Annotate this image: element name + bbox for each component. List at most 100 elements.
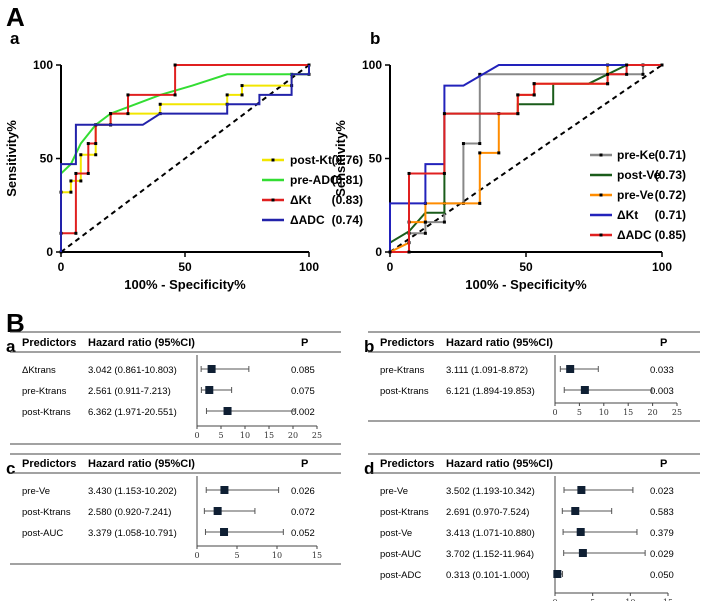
roc_b-series-point <box>407 250 411 254</box>
forest_a-x-tick-label: 20 <box>288 431 298 440</box>
roc_a-panel-label: a <box>10 29 20 48</box>
roc_b-legend-name: ΔKt <box>617 208 638 222</box>
forest_a-row-name: pre-Ktrans <box>22 386 67 397</box>
roc_a-series-point <box>74 171 78 175</box>
forest_c-header-predictors: Predictors <box>22 458 76 470</box>
roc_b-series-point <box>461 142 465 146</box>
roc_a-reference-line <box>60 64 310 253</box>
forest_a-row-p: 0.002 <box>291 407 315 418</box>
roc_b-legend-name: ΔADC <box>617 228 652 242</box>
forest_d-row-hr: 3.502 (1.193-10.342) <box>446 486 535 497</box>
forest_c-row-name: post-AUC <box>22 528 63 539</box>
forest_a-row-name: post-Ktrans <box>22 407 71 418</box>
forest_c-row-p: 0.072 <box>291 507 315 518</box>
roc_b-series-point <box>606 72 610 76</box>
forest_c-row-estimate <box>213 507 222 515</box>
forest_b-row-name: post-Ktrans <box>380 386 429 397</box>
forest_a-row-estimate <box>207 365 216 373</box>
forest_d-row-estimate <box>553 570 562 578</box>
roc_a-y-tick-label: 100 <box>33 58 53 72</box>
roc_a-y-tick-label: 0 <box>46 245 53 259</box>
roc_a-legend-auc: (0.83) <box>332 193 363 207</box>
forest_d-row-hr: 3.702 (1.152-11.964) <box>446 549 534 560</box>
roc_a-series-point <box>79 179 83 183</box>
roc_b-x-tick-label: 50 <box>519 260 533 274</box>
roc_b-series-point <box>532 93 536 97</box>
forest_c-x-tick-label: 0 <box>194 551 199 560</box>
forest_b-header-p: P <box>660 337 667 349</box>
forest_d-row-name: post-AUC <box>380 549 421 560</box>
roc_b-series-point <box>442 171 446 175</box>
forest_c-row-estimate <box>220 486 229 494</box>
roc_b-series-point <box>625 63 629 67</box>
forest_b-x-tick-label: 20 <box>648 408 658 417</box>
forest_a-row-hr: 2.561 (0.911-7.213) <box>88 386 171 397</box>
forest_a-row-hr: 3.042 (0.861-10.803) <box>88 365 177 376</box>
roc_b-legend-marker <box>599 193 603 197</box>
roc_b-x-axis-label: 100% - Specificity% <box>465 277 587 292</box>
roc_a-series-point <box>69 179 73 183</box>
forest_d-row-name: pre-Ve <box>380 486 408 497</box>
roc_a-legend-name: pre-ADC <box>290 173 339 187</box>
roc_a-chart: a 0 50 100 0 50 100 100% - Specificity% Sensitiv… <box>4 29 363 292</box>
roc_a-series-point <box>126 112 130 116</box>
forest_d-x-tick-label: 10 <box>625 598 635 601</box>
roc_b-series-point <box>423 220 427 224</box>
roc_a-series-point <box>86 171 90 175</box>
roc_b-y-tick-label: 50 <box>369 152 383 166</box>
forest_a-row-hr: 6.362 (1.971-20.551) <box>88 407 177 418</box>
forest_a-row-p: 0.085 <box>291 365 315 376</box>
forest_a-header-hazard: Hazard ratio (95%CI) <box>88 337 195 349</box>
forest_b-x-tick-label: 5 <box>577 408 582 417</box>
forest_c-row-name: post-Ktrans <box>22 507 71 518</box>
forest_b-row-p: 0.033 <box>650 365 674 376</box>
roc_a-series-line <box>60 65 310 252</box>
roc_a-legend-name: ΔADC <box>290 213 325 227</box>
forest_a-x-tick-label: 0 <box>194 431 199 440</box>
roc_b-series-point <box>625 72 629 76</box>
forest_c-row-hr: 3.430 (1.153-10.202) <box>88 486 177 497</box>
forest_d-row-estimate <box>578 549 587 557</box>
roc_a-legend-auc: (0.76) <box>332 153 363 167</box>
roc_b-series-point <box>497 151 501 155</box>
roc_b-legend-name: post-Ve <box>617 168 661 182</box>
forest_c-row-p: 0.026 <box>291 486 315 497</box>
forest_a-row-p: 0.075 <box>291 386 315 397</box>
roc_a-legend-marker <box>271 158 275 162</box>
roc_b-series-point <box>478 142 482 146</box>
roc_b-y-tick-label: 100 <box>362 58 382 72</box>
roc_b-series-point <box>606 82 610 86</box>
roc_b-legend-auc: (0.71) <box>655 148 686 162</box>
forest_a-row-estimate <box>223 407 232 415</box>
roc_a-series-point <box>173 93 177 97</box>
roc_b-legend-marker <box>599 153 603 157</box>
roc_a-series-point <box>109 112 113 116</box>
forest_b-row-name: pre-Ktrans <box>380 365 425 376</box>
forest_d-row-p: 0.029 <box>650 549 674 560</box>
forest_b-chart: b Predictors Hazard ratio (95%CI) P 0 5 10 15 20… <box>364 331 700 422</box>
forest_d-x-tick-label: 0 <box>552 598 557 601</box>
forest_d-row-p: 0.379 <box>650 528 674 539</box>
roc_b-legend-name: pre-Ke <box>617 148 655 162</box>
roc_a-series-point <box>94 142 98 146</box>
forest_a-row-name: ΔKtrans <box>22 365 56 376</box>
roc_b-legend-auc: (0.73) <box>655 168 686 182</box>
forest_b-panel-label: b <box>364 337 374 356</box>
forest_c-header-p: P <box>301 458 308 470</box>
forest_c-chart: c Predictors Hazard ratio (95%CI) P 0 5 10 15 pr… <box>6 453 341 565</box>
roc_b-series-point <box>442 220 446 224</box>
forest_b-row-hr: 3.111 (1.091-8.872) <box>446 365 528 376</box>
forest_c-x-tick-label: 5 <box>234 551 239 560</box>
roc_b-legend-auc: (0.72) <box>655 188 686 202</box>
forest_d-row-name: post-ADC <box>380 570 421 581</box>
roc_a-y-axis-label: Sensitivity% <box>4 120 19 197</box>
forest_b-x-tick-label: 10 <box>599 408 609 417</box>
roc_a-series-point <box>240 84 244 88</box>
forest_a-x-tick-label: 15 <box>264 431 274 440</box>
forest_d-row-hr: 2.691 (0.970-7.524) <box>446 507 529 518</box>
forest_d-row-hr: 3.413 (1.071-10.880) <box>446 528 535 539</box>
roc_a-series-line <box>60 65 310 252</box>
roc_b-series-point <box>407 171 411 175</box>
roc_b-series-point <box>423 231 427 235</box>
forest_d-row-p: 0.583 <box>650 507 674 518</box>
